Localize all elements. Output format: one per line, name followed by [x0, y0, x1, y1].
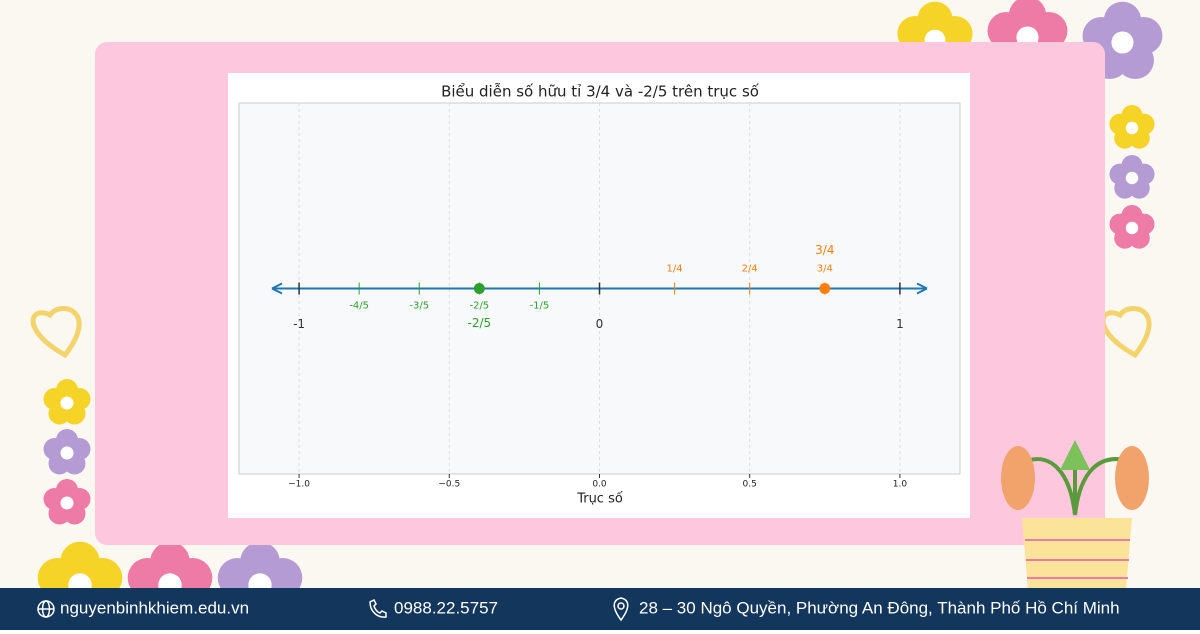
number-line-label: -1/5: [530, 301, 550, 312]
footer-website: nguyenbinhkhiem.edu.vn: [60, 598, 249, 617]
point-label: -2/5: [468, 316, 492, 330]
point: [819, 283, 831, 294]
number-line-label: -4/5: [349, 301, 369, 312]
number-line-label: 2/4: [742, 264, 758, 275]
tulip-pot: [1001, 440, 1149, 590]
x-tick-label: 0.5: [743, 480, 757, 490]
number-line-label: -3/5: [409, 301, 429, 312]
decorations: [30, 0, 1163, 624]
number-line-label: 0: [596, 317, 604, 331]
x-tick-label: 0.0: [592, 480, 607, 490]
footer-icons: [37, 597, 629, 622]
footer-address: 28 – 30 Ngô Quyền, Phường An Đông, Thành…: [639, 598, 1120, 617]
point: [473, 283, 485, 294]
number-line-label: -1: [293, 317, 305, 331]
plot: −1.0 −0.5 0.0 0.5 1.0 -1 0 1 -4/5 -3/5 -2/5 -1/5 1/4…: [271, 103, 928, 490]
number-line-label: 1/4: [667, 264, 683, 275]
number-line-label: 3/4: [817, 264, 833, 275]
footer-phone: 0988.22.5757: [394, 598, 498, 617]
x-tick-label: 1.0: [893, 480, 908, 490]
x-tick-label: −0.5: [438, 480, 460, 490]
footer-bar: [0, 588, 1200, 630]
number-line-label: -2/5: [469, 301, 489, 312]
point-label: 3/4: [815, 243, 834, 257]
arrow-right: [916, 282, 928, 295]
x-axis-label: Trục số: [576, 492, 623, 507]
chart-title: Biểu diễn số hữu tỉ 3/4 và -2/5 trên trụ…: [441, 83, 760, 101]
number-line-label: 1: [896, 317, 904, 331]
arrow-left: [271, 282, 283, 295]
x-tick-label: −1.0: [288, 480, 310, 490]
